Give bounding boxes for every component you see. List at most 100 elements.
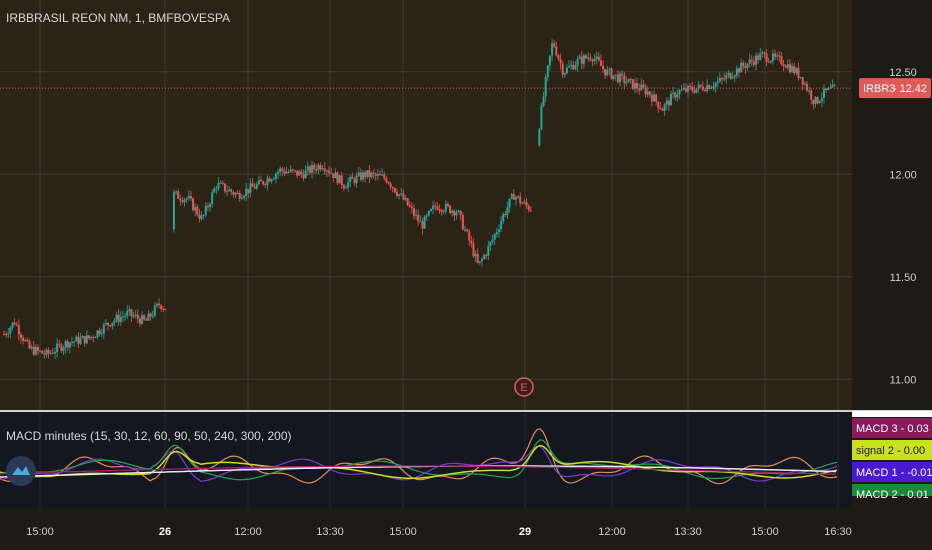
candle-body (321, 168, 324, 170)
candle-body (121, 316, 124, 318)
candle-body (457, 210, 460, 213)
candle-body (391, 187, 394, 189)
candle-body (306, 166, 309, 171)
candle-body (319, 165, 322, 170)
candle-body (822, 88, 825, 98)
y-tick-label: 11.00 (890, 374, 917, 386)
candle-body (449, 205, 452, 213)
candle-body (580, 56, 583, 64)
candle-body (699, 84, 702, 87)
price-tag-symbol: IRBR3 (863, 83, 895, 95)
candle-body (96, 330, 99, 338)
candle-body (432, 205, 435, 210)
candle-body (264, 184, 267, 186)
candle-body (332, 173, 335, 179)
candle-body (30, 346, 33, 349)
candle-body (778, 55, 781, 57)
candle-body (412, 208, 415, 216)
candle-body (442, 211, 445, 213)
candle-body (606, 69, 609, 76)
candle-body (43, 353, 46, 355)
candle-body (653, 94, 656, 102)
candle-body (727, 73, 730, 76)
candle-body (124, 315, 127, 317)
candle-body (612, 75, 615, 79)
candle-body (283, 170, 286, 174)
candle-body (440, 209, 443, 212)
candle-body (610, 68, 613, 79)
candle-body (712, 86, 715, 88)
candle-body (621, 73, 624, 76)
x-tick-label: 15:00 (389, 526, 417, 538)
candle-body (206, 205, 209, 208)
candle-body (158, 303, 161, 306)
candle-body (294, 170, 297, 172)
candle-body (616, 74, 619, 83)
candle-body (466, 229, 469, 232)
candle-body (427, 210, 430, 216)
candle-body (7, 333, 10, 335)
x-tick-label: 13:30 (316, 526, 344, 538)
candle-body (827, 87, 830, 90)
candle-body (317, 165, 320, 171)
candle-body (754, 55, 757, 65)
candle-body (735, 68, 738, 76)
price-tag-value: - 12.42 (893, 83, 927, 95)
candle-body (189, 195, 192, 199)
candle-body (771, 53, 774, 61)
candle-body (733, 75, 736, 78)
tradingview-logo-icon[interactable] (6, 456, 36, 486)
candle-body (113, 320, 116, 323)
candle-body (720, 78, 723, 80)
candle-body (389, 183, 392, 188)
candle-body (436, 206, 439, 210)
candle-body (565, 67, 568, 74)
candle-body (215, 188, 218, 190)
candle-body (376, 174, 379, 176)
candle-body (780, 56, 783, 65)
candle-body (92, 336, 95, 338)
candle-body (451, 210, 454, 213)
candle-body (383, 174, 386, 179)
candle-body (145, 319, 148, 321)
candle-body (98, 330, 101, 335)
candle-body (544, 76, 547, 97)
candle-body (453, 210, 456, 216)
candle-body (408, 205, 411, 207)
candle-body (795, 68, 798, 74)
candle-body (183, 199, 186, 203)
candle-body (625, 82, 628, 84)
candle-body (546, 65, 549, 77)
candle-body (517, 196, 520, 198)
candle-body (646, 91, 649, 95)
candle-body (138, 318, 141, 324)
x-tick-label: 13:30 (674, 526, 702, 538)
candle-body (381, 174, 384, 176)
candle-body (697, 84, 700, 89)
candle-body (268, 178, 271, 182)
candle-body (257, 179, 260, 185)
candle-body (650, 95, 653, 102)
candle-body (58, 343, 61, 345)
candle-body (731, 77, 734, 79)
candle-body (90, 336, 93, 339)
candle-body (217, 182, 220, 189)
candle-body (752, 61, 755, 65)
candle-body (285, 171, 288, 174)
candle-body (366, 170, 369, 177)
candle-body (638, 88, 641, 91)
candle-body (39, 350, 42, 352)
candle-body (602, 65, 605, 69)
event-marker-icon (514, 377, 534, 397)
candle-body (94, 337, 97, 339)
candle-body (799, 76, 802, 78)
candle-body (644, 87, 647, 95)
candle-body (831, 84, 834, 88)
candle-body (470, 240, 473, 244)
candle-body (657, 101, 660, 108)
candle-body (79, 338, 82, 344)
candle-body (62, 347, 65, 351)
candle-body (34, 347, 37, 355)
candle-body (359, 172, 362, 180)
